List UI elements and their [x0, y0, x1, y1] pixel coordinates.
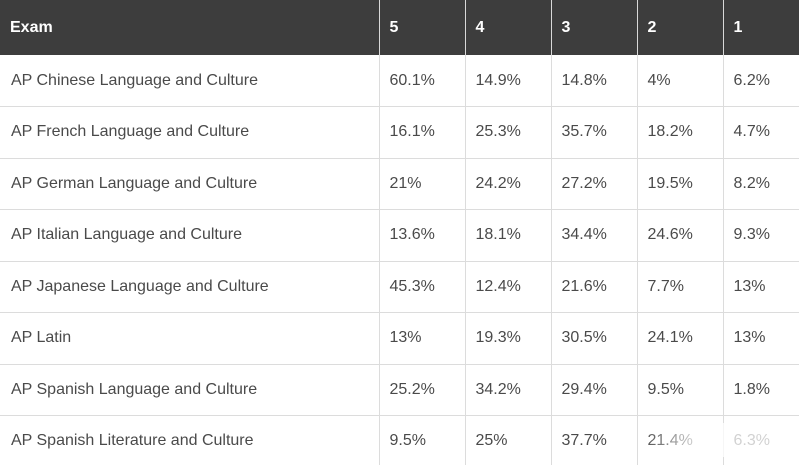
header-score-1: 1 [733, 18, 743, 36]
pct-score-2: 24.6% [637, 209, 724, 262]
pct-score-3: 35.7% [551, 106, 638, 159]
pct-score-4: 34.2% [465, 364, 552, 416]
pct-score-1: 8.2% [723, 158, 799, 210]
pct-score-2: 24.1% [637, 312, 724, 365]
pct-score-2: 7.7% [637, 261, 724, 313]
exam-name: AP Spanish Literature and Culture [0, 415, 380, 465]
pct-score-1: 9.3% [723, 209, 799, 262]
pct-score-2: 4% [637, 55, 724, 107]
pct-score-3: 30.5% [551, 312, 638, 365]
pct-score-1: 6.3% [723, 415, 799, 465]
exam-name: AP French Language and Culture [0, 106, 380, 159]
header-score-2: 2 [637, 0, 724, 55]
pct-score-5: 45.3% [379, 261, 466, 313]
header-score-3: 3 [551, 0, 638, 55]
exam-name: AP German Language and Culture [0, 158, 380, 210]
table-row: AP Spanish Literature and Culture 9.5% 2… [0, 415, 799, 465]
pct-score-5: 25.2% [379, 364, 466, 416]
pct-score-2: 18.2% [637, 106, 724, 159]
pct-score-3: 34.4% [551, 209, 638, 262]
pct-score-4: 24.2% [465, 158, 552, 210]
pct-score-4: 19.3% [465, 312, 552, 365]
table-row: AP Chinese Language and Culture 60.1% 14… [0, 55, 799, 107]
table-row: AP German Language and Culture 21% 24.2%… [0, 158, 799, 210]
pct-score-3: 37.7% [551, 415, 638, 465]
table-row: AP Japanese Language and Culture 45.3% 1… [0, 261, 799, 313]
pct-score-5: 13.6% [379, 209, 466, 262]
pct-score-1: 13% [723, 261, 799, 313]
table-row: AP Spanish Language and Culture 25.2% 34… [0, 364, 799, 416]
pct-score-5: 9.5% [379, 415, 466, 465]
pct-score-1: 1.8% [723, 364, 799, 416]
pct-score-4: 18.1% [465, 209, 552, 262]
exam-name: AP Italian Language and Culture [0, 209, 380, 262]
pct-score-5: 13% [379, 312, 466, 365]
table-row: AP Italian Language and Culture 13.6% 18… [0, 209, 799, 262]
pct-score-3: 14.8% [551, 55, 638, 107]
pct-score-3: 29.4% [551, 364, 638, 416]
table-row: AP Latin 13% 19.3% 30.5% 24.1% 13% [0, 312, 799, 365]
pct-score-1: 13% [723, 312, 799, 365]
table-header: Exam 5 4 3 2 1 [0, 0, 799, 55]
pct-score-5: 21% [379, 158, 466, 210]
header-score-5: 5 [379, 0, 466, 55]
pct-score-2: 19.5% [637, 158, 724, 210]
pct-score-2: 9.5% [637, 364, 724, 416]
table-row: AP French Language and Culture 16.1% 25.… [0, 106, 799, 159]
pct-score-4: 25% [465, 415, 552, 465]
pct-score-2: 21.4% [637, 415, 724, 465]
exam-name: AP Japanese Language and Culture [0, 261, 380, 313]
table-body: AP Chinese Language and Culture 60.1% 14… [0, 55, 799, 465]
header-row: Exam 5 4 3 2 1 [0, 0, 799, 55]
pct-score-5: 16.1% [379, 106, 466, 159]
pct-score-4: 25.3% [465, 106, 552, 159]
pct-score-3: 27.2% [551, 158, 638, 210]
pct-score-4: 14.9% [465, 55, 552, 107]
pct-score-3: 21.6% [551, 261, 638, 313]
pct-score-1: 4.7% [723, 106, 799, 159]
exam-name: AP Spanish Language and Culture [0, 364, 380, 416]
pct-score-1: 6.2% [723, 55, 799, 107]
header-score-4: 4 [465, 0, 552, 55]
exam-name: AP Latin [0, 312, 380, 365]
header-exam: Exam [0, 0, 380, 55]
exam-name: AP Chinese Language and Culture [0, 55, 380, 107]
pct-score-5: 60.1% [379, 55, 466, 107]
pct-score-4: 12.4% [465, 261, 552, 313]
